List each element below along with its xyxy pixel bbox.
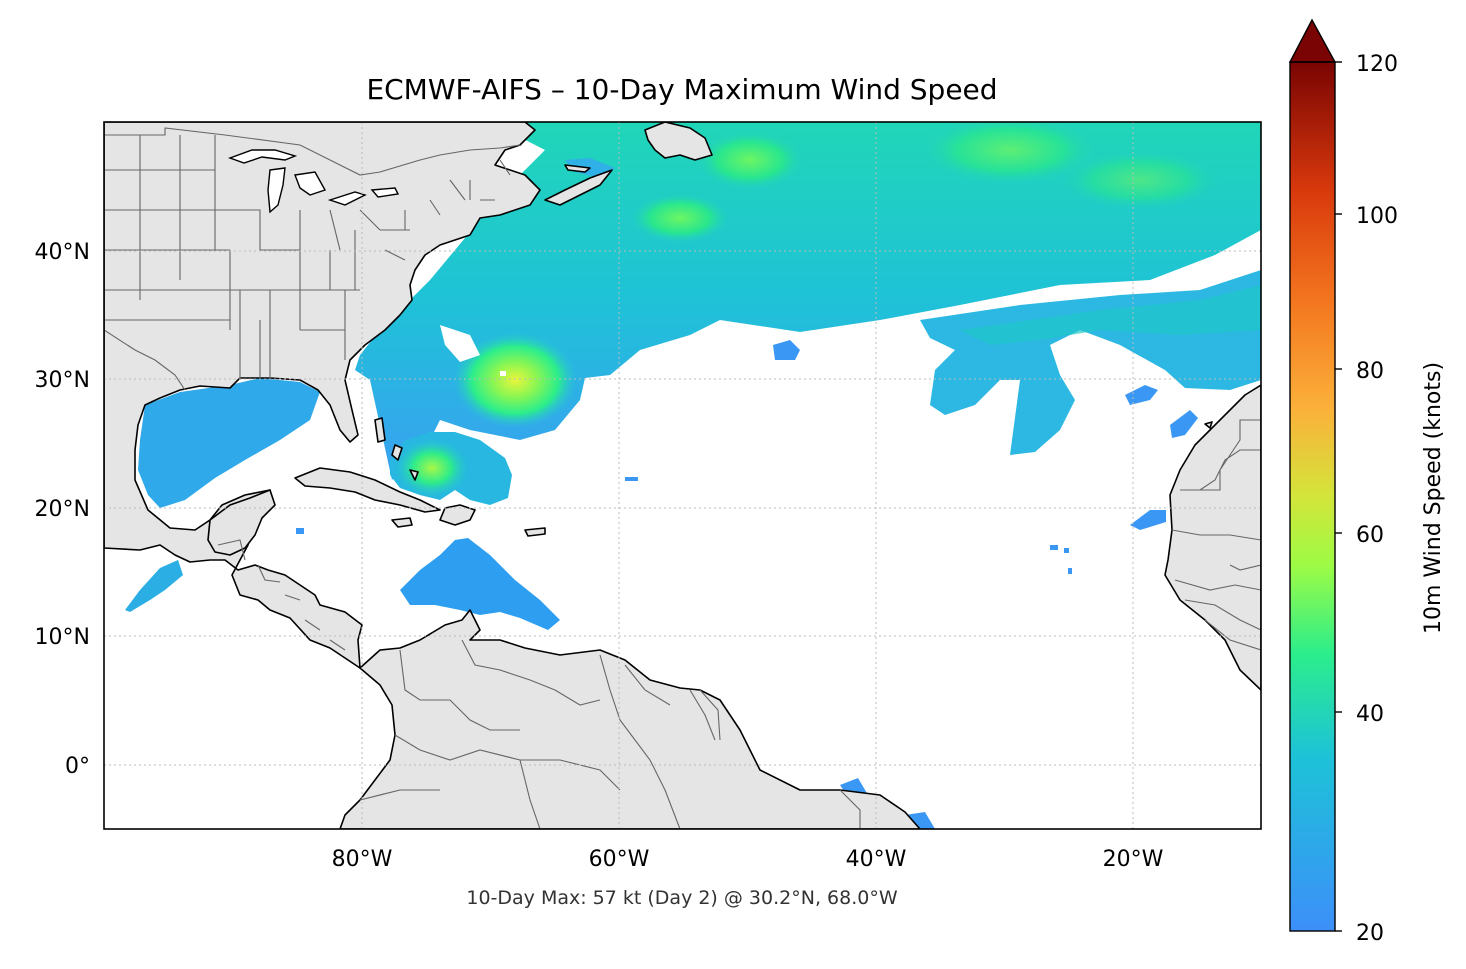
colorbar-label-120: 120 <box>1356 52 1398 77</box>
wind-area-gulf <box>138 378 320 508</box>
landmass-south-america <box>339 609 921 829</box>
lake-ontario <box>370 187 400 198</box>
colorbar-label-100: 100 <box>1356 204 1398 229</box>
lake-erie <box>327 191 367 206</box>
wind-patch-11 <box>1068 568 1072 574</box>
wind-area-east-tongue <box>960 285 1261 345</box>
island-cuba <box>294 467 441 513</box>
map-panel <box>104 122 1261 829</box>
political-borders <box>104 127 1261 829</box>
colorbar-extend-arrow <box>1288 18 1337 63</box>
colorbar-title: 10m Wind Speed (knots) <box>1421 362 1446 634</box>
island-bahamas-1 <box>374 417 386 443</box>
border-central-america <box>217 539 346 651</box>
island-jamaica <box>391 517 413 528</box>
wind-patch-10 <box>296 528 304 534</box>
border-us-canada <box>104 127 521 176</box>
figure-title: ECMWF-AIFS – 10-Day Maximum Wind Speed <box>366 73 997 106</box>
lake-superior <box>227 149 298 164</box>
colorbar-label-20: 20 <box>1356 921 1384 946</box>
lat-tick-30n: 30°N <box>35 368 90 393</box>
colorbar-label-80: 80 <box>1356 359 1384 384</box>
wind-patch-8 <box>1050 545 1058 550</box>
landmass-nova-scotia <box>544 169 613 206</box>
wind-area-north-atlantic <box>355 122 1261 480</box>
lake-huron <box>294 171 327 196</box>
landmass-africa <box>1164 384 1261 691</box>
lake-michigan <box>267 167 286 214</box>
island-bahamas-3 <box>409 469 419 481</box>
wind-area-pacific <box>125 560 183 612</box>
island-canary <box>1204 421 1213 429</box>
lat-tick-10n: 10°N <box>35 625 90 650</box>
wind-patch-7 <box>625 477 638 481</box>
lat-tick-40n: 40°N <box>35 240 90 265</box>
wind-max-newfoundland <box>695 130 805 190</box>
lat-tick-0: 0° <box>65 754 90 779</box>
wind-max-north <box>920 122 1100 185</box>
state-borders <box>104 135 511 380</box>
wind-patch-3 <box>1170 410 1198 438</box>
wind-patch-2 <box>1125 385 1158 405</box>
max-wind-annotation: 10-Day Max: 57 kt (Day 2) @ 30.2°N, 68.0… <box>466 887 897 909</box>
wind-patch-1 <box>773 340 800 360</box>
colorbar-label-60: 60 <box>1356 523 1384 548</box>
lat-tick-labels: 40°N 30°N 20°N 10°N 0° <box>35 240 90 779</box>
wind-max-northeast <box>1060 150 1220 210</box>
lon-tick-labels: 80°W 60°W 40°W 20°W <box>332 847 1164 872</box>
lon-tick-60w: 60°W <box>589 847 650 872</box>
colorbar-label-40: 40 <box>1356 702 1384 727</box>
wind-patch-4 <box>1130 510 1166 530</box>
wind-area-caribbean <box>400 538 560 630</box>
calm-gap-1 <box>440 325 480 362</box>
colorbar-frame <box>1289 61 1336 932</box>
island-hispaniola <box>439 504 476 526</box>
lon-tick-80w: 80°W <box>332 847 393 872</box>
island-puerto-rico <box>524 527 546 537</box>
island-bahamas-2 <box>391 444 403 461</box>
border-south-america <box>359 639 861 829</box>
lat-tick-20n: 20°N <box>35 497 90 522</box>
wind-max-midatlantic <box>630 193 730 243</box>
storm-eye <box>500 371 506 376</box>
colorbar-ticks <box>1335 61 1342 932</box>
landmass-yucatan <box>207 489 276 556</box>
storm-bahamas-core <box>394 438 470 498</box>
lon-tick-40w: 40°W <box>846 847 907 872</box>
lon-tick-20w: 20°W <box>1103 847 1164 872</box>
great-lakes <box>227 149 400 214</box>
map-frame <box>103 121 1262 830</box>
colorbar-gradient <box>1290 62 1335 931</box>
storm-max-wind <box>453 332 577 428</box>
border-africa <box>1171 419 1261 651</box>
border-mexico <box>104 329 186 391</box>
island-newfoundland <box>644 122 713 161</box>
colorbar: 20 40 60 80 100 120 10m Wind Speed (knot… <box>1288 18 1446 946</box>
wind-patch-9 <box>1064 548 1069 553</box>
island-pei <box>564 164 591 173</box>
land <box>104 122 1261 829</box>
